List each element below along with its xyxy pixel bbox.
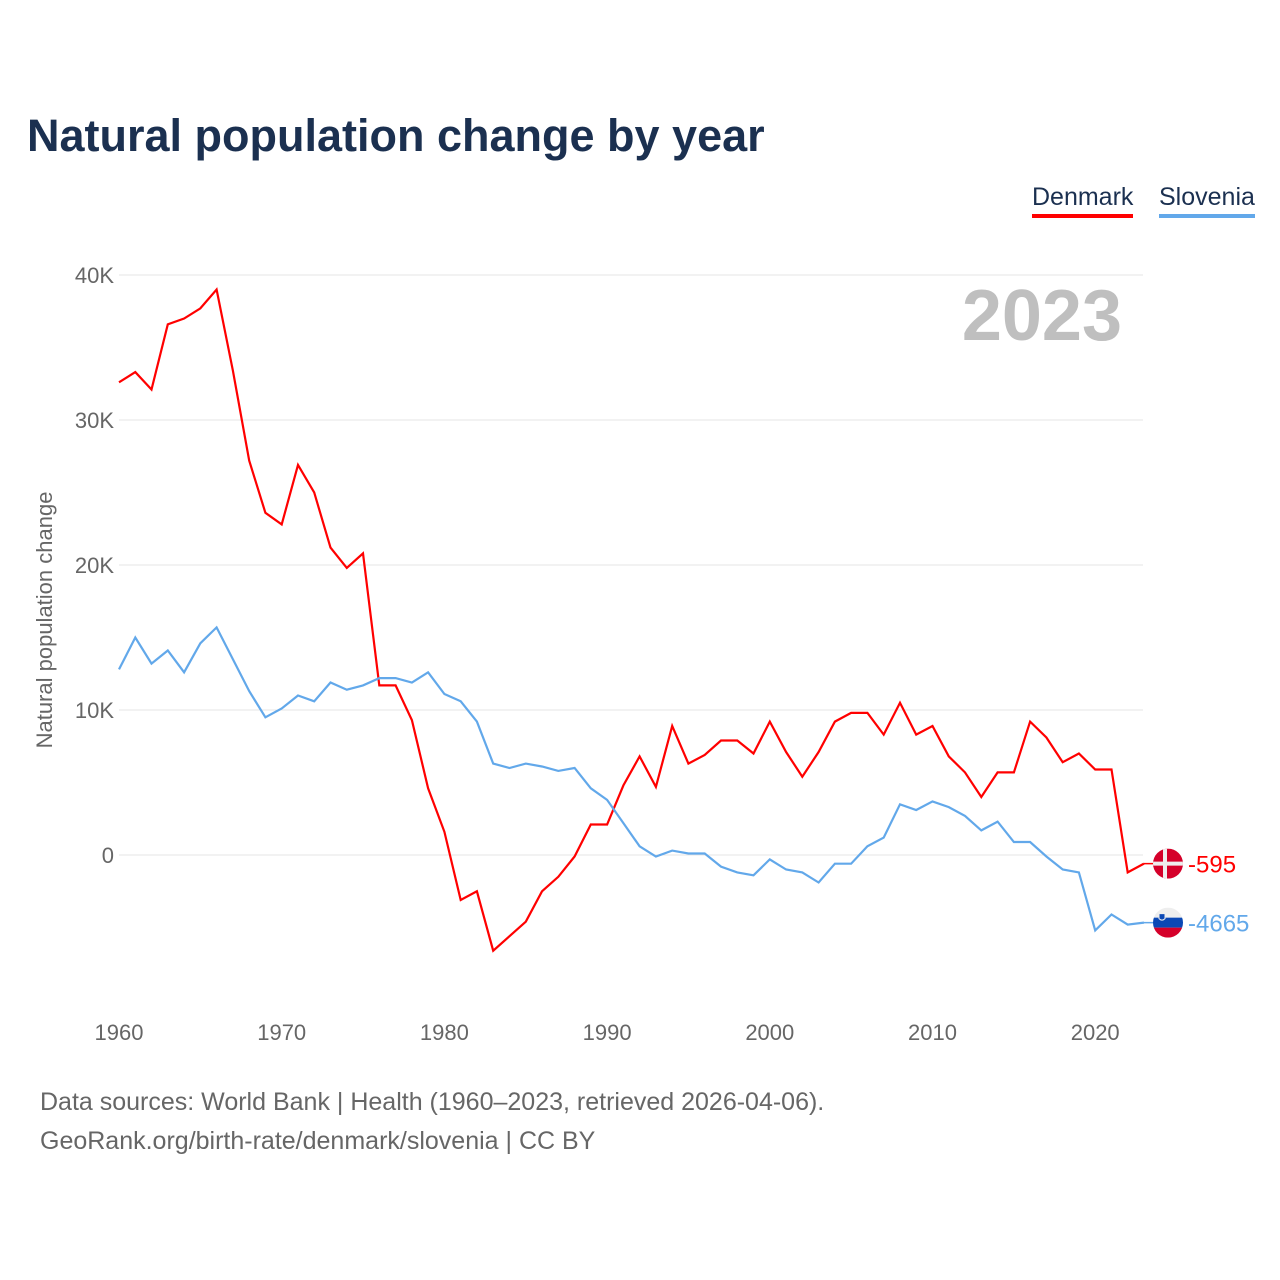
end-value-label: -4665 — [1188, 911, 1249, 938]
y-tick-label: 0 — [102, 843, 114, 868]
x-tick-label: 1970 — [257, 1020, 306, 1045]
year-watermark: 2023 — [962, 276, 1122, 356]
y-tick-label: 20K — [75, 553, 114, 578]
legend-denmark[interactable]: Denmark — [1032, 183, 1134, 218]
y-tick-label: 40K — [75, 263, 114, 288]
series-line-denmark — [118, 287, 1145, 953]
x-tick-label: 2000 — [745, 1020, 794, 1045]
footer-link[interactable]: GeoRank.org/birth-rate/denmark/slovenia … — [40, 1127, 596, 1155]
flag-denmark-icon — [1153, 848, 1183, 879]
x-tick-label: 1990 — [583, 1020, 632, 1045]
y-tick-label: 10K — [75, 698, 114, 723]
x-tick-label: 1980 — [420, 1020, 469, 1045]
x-tick-label: 2020 — [1071, 1020, 1120, 1045]
footer-sources: Data sources: World Bank | Health (1960–… — [40, 1088, 825, 1116]
series-line-slovenia — [118, 625, 1145, 933]
legend-slovenia[interactable]: Slovenia — [1159, 183, 1255, 218]
y-tick-label: 30K — [75, 408, 114, 433]
x-tick-label: 2010 — [908, 1020, 957, 1045]
end-value-label: -595 — [1188, 852, 1236, 879]
y-axis-label: Natural population change — [32, 492, 57, 749]
x-tick-label: 1960 — [95, 1020, 144, 1045]
flag-slovenia-icon — [1153, 907, 1183, 938]
chart-title: Natural population change by year — [27, 110, 765, 161]
